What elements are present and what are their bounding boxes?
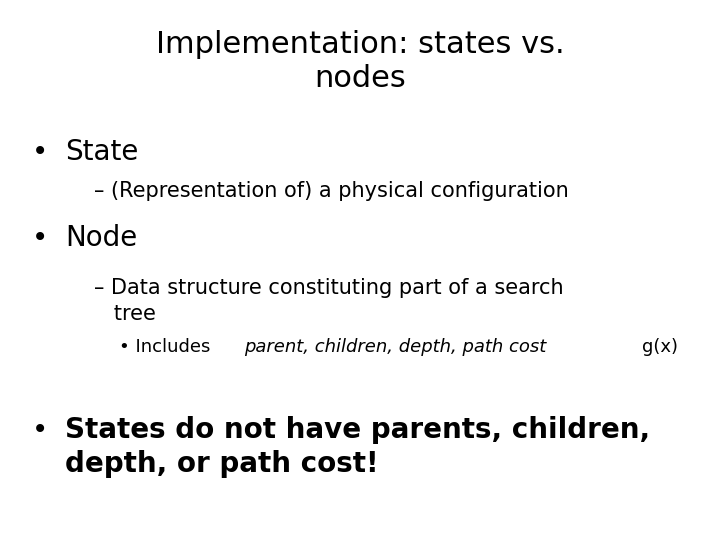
Text: Implementation: states vs.
nodes: Implementation: states vs. nodes (156, 30, 564, 93)
Text: States do not have parents, children,
depth, or path cost!: States do not have parents, children, de… (65, 416, 650, 478)
Text: Node: Node (65, 224, 137, 252)
Text: •: • (32, 416, 48, 444)
Text: State: State (65, 138, 138, 166)
Text: g(x): g(x) (642, 338, 678, 355)
Text: • Includes: • Includes (119, 338, 216, 355)
Text: – Data structure constituting part of a search
   tree: – Data structure constituting part of a … (94, 278, 563, 323)
Text: parent, children, depth, path cost: parent, children, depth, path cost (244, 338, 552, 355)
Text: – (Representation of) a physical configuration: – (Representation of) a physical configu… (94, 181, 568, 201)
Text: •: • (32, 224, 48, 252)
Text: •: • (32, 138, 48, 166)
